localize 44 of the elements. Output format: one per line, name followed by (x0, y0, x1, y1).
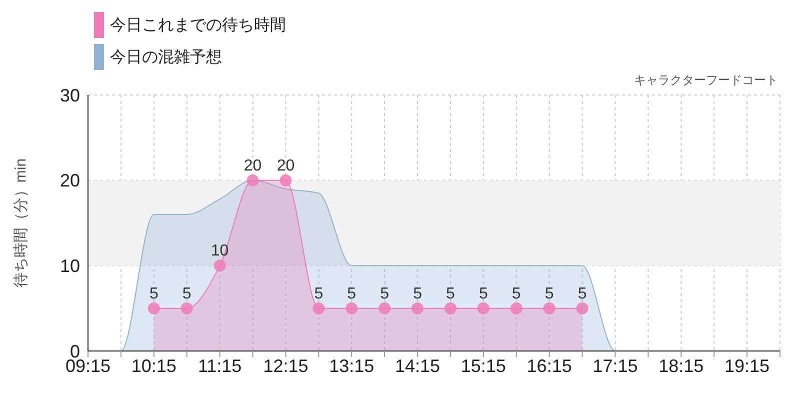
data-label: 5 (347, 285, 356, 302)
data-label: 5 (149, 285, 158, 302)
y-tick-label: 30 (60, 85, 80, 106)
x-tick-label: 14:15 (395, 356, 440, 376)
x-tick-label: 12:15 (263, 356, 308, 376)
y-axis-title: 待ち時間（分）min (12, 158, 30, 288)
data-label: 20 (244, 157, 262, 174)
data-label: 5 (512, 285, 521, 302)
x-tick-label: 10:15 (131, 356, 176, 376)
point (180, 302, 193, 314)
point (346, 302, 358, 314)
point (543, 302, 556, 314)
point (444, 302, 456, 314)
point (280, 174, 292, 186)
x-tick-label: 18:15 (658, 356, 704, 376)
data-label: 5 (578, 285, 587, 302)
data-label: 5 (544, 285, 554, 302)
point (378, 302, 391, 314)
chart-subtitle: キャラクターフードコート (634, 73, 778, 87)
x-tick-label: 15:15 (460, 356, 506, 376)
y-tick-label: 10 (60, 256, 80, 276)
x-tick-label: 17:15 (592, 356, 638, 376)
x-tick-label: 16:15 (526, 356, 572, 376)
point (412, 302, 424, 314)
point (576, 302, 588, 314)
point (214, 260, 226, 272)
legend-label: 今日の混雑予想 (110, 48, 222, 68)
x-tick-label: 13:15 (329, 356, 374, 376)
data-label: 20 (276, 157, 295, 174)
data-label: 5 (446, 285, 456, 302)
point (312, 302, 325, 314)
data-label: 5 (478, 285, 488, 302)
data-label: 5 (182, 285, 192, 302)
data-label: 5 (314, 285, 324, 302)
point (148, 302, 160, 314)
x-tick-label: 11:15 (198, 356, 242, 376)
legend-label: 今日これまでの待ち時間 (110, 16, 286, 36)
point (477, 302, 490, 314)
point (510, 302, 522, 314)
y-tick-label: 20 (60, 170, 80, 191)
point (246, 174, 259, 186)
x-tick-label: 19:15 (724, 356, 770, 376)
data-label: 5 (413, 285, 422, 302)
data-label: 5 (380, 285, 390, 302)
